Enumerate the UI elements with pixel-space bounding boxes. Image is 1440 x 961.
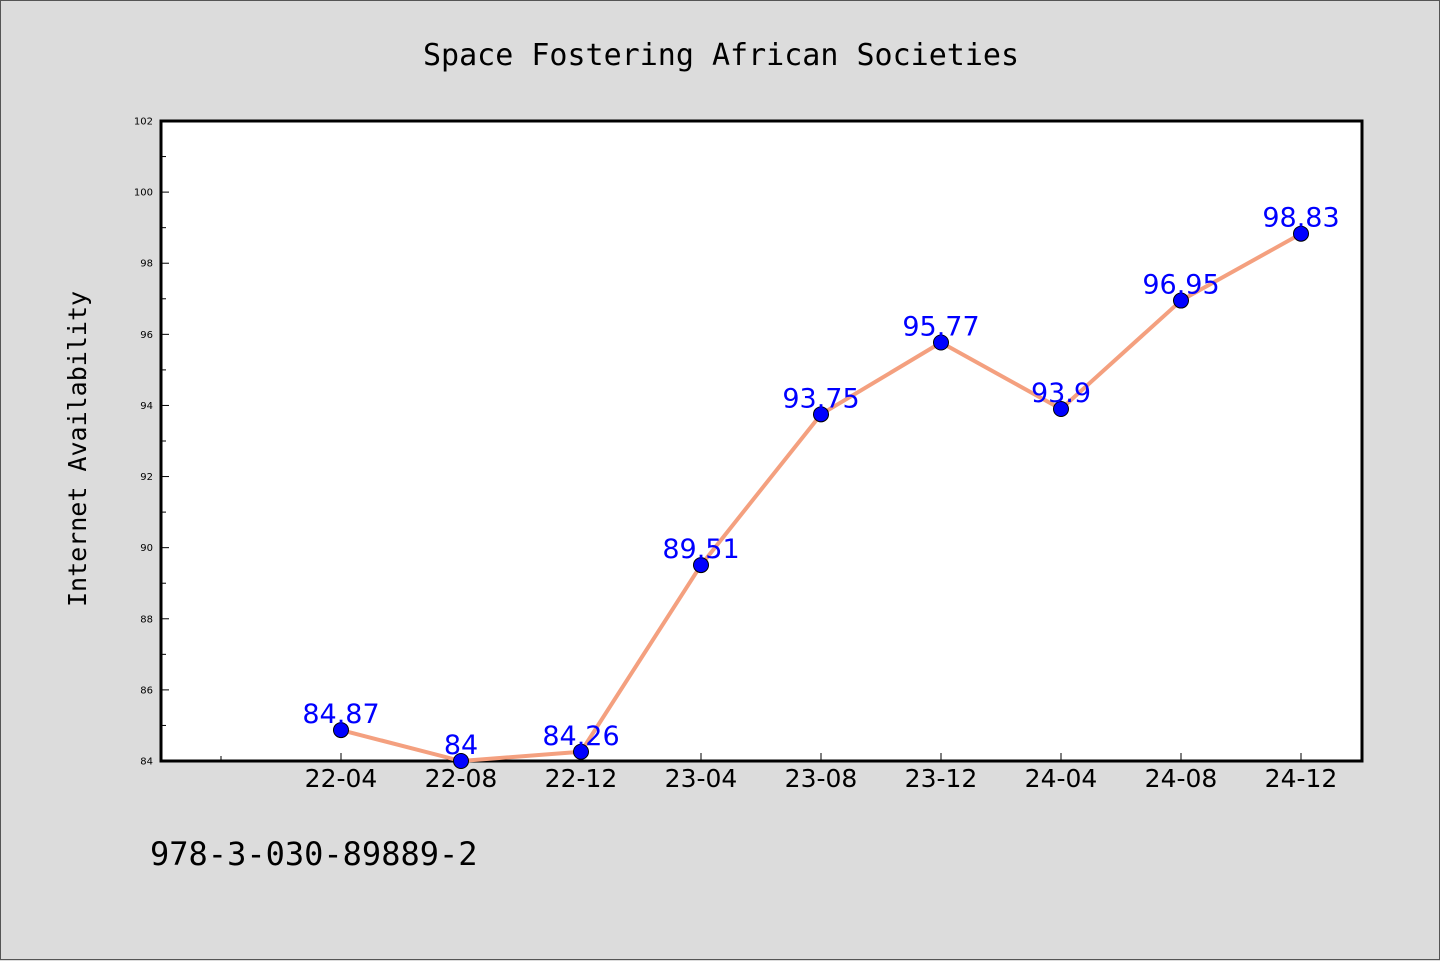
data-label: 98.83 <box>1262 203 1339 234</box>
data-point <box>813 406 829 423</box>
y-tick-label: 90 <box>140 543 153 554</box>
y-tick-label: 86 <box>140 685 153 696</box>
data-label: 93.9 <box>1031 378 1091 409</box>
x-tick-label: 23-08 <box>785 764 858 793</box>
y-tick-label: 98 <box>140 259 153 270</box>
y-axis-ticks: 84 86 88 90 92 94 96 98 100 102 <box>134 117 169 768</box>
x-axis-ticks: 22-04 22-08 22-12 23-04 23-08 23-12 24-04 24-08… <box>220 753 1338 793</box>
data-label: 96.95 <box>1142 270 1219 301</box>
y-tick-label: 102 <box>134 117 153 128</box>
data-label: 89.51 <box>662 534 739 565</box>
plot-area <box>159 119 1364 763</box>
x-tick-label: 23-12 <box>905 764 978 793</box>
data-point <box>933 334 949 351</box>
data-point <box>1053 401 1069 417</box>
y-axis-label: Internet Availability <box>63 291 92 607</box>
data-point <box>1293 225 1309 242</box>
data-points <box>333 225 1309 769</box>
x-tick-label: 24-08 <box>1145 764 1218 793</box>
data-point <box>573 743 589 760</box>
data-point <box>333 722 349 739</box>
x-tick-label: 23-04 <box>665 764 738 793</box>
x-tick-label: 24-12 <box>1265 764 1338 793</box>
y-tick-label: 84 <box>140 757 153 768</box>
x-tick-label: 22-04 <box>305 764 378 793</box>
data-labels: 84.87 84 84.26 89.51 93.75 95.77 93.9 96.95 98.8… <box>302 203 1339 761</box>
data-label: 84 <box>444 730 478 761</box>
x-tick-label: 22-12 <box>545 764 618 793</box>
data-label: 95.77 <box>902 312 979 343</box>
data-point <box>453 753 469 769</box>
y-tick-label: 94 <box>140 401 153 412</box>
data-label: 93.75 <box>782 383 859 414</box>
data-point <box>693 557 709 574</box>
data-label: 84.87 <box>302 699 379 730</box>
x-tick-label: 24-04 <box>1025 764 1098 793</box>
y-tick-label: 88 <box>140 614 153 625</box>
chart-title: Space Fostering African Societies <box>423 38 1019 73</box>
footnote-isbn: 978-3-030-89889-2 <box>150 835 478 873</box>
data-point <box>1173 292 1189 309</box>
data-label: 84.26 <box>542 721 619 752</box>
y-tick-label: 100 <box>134 188 153 199</box>
y-tick-label: 92 <box>140 472 153 483</box>
y-tick-label: 96 <box>140 330 153 341</box>
